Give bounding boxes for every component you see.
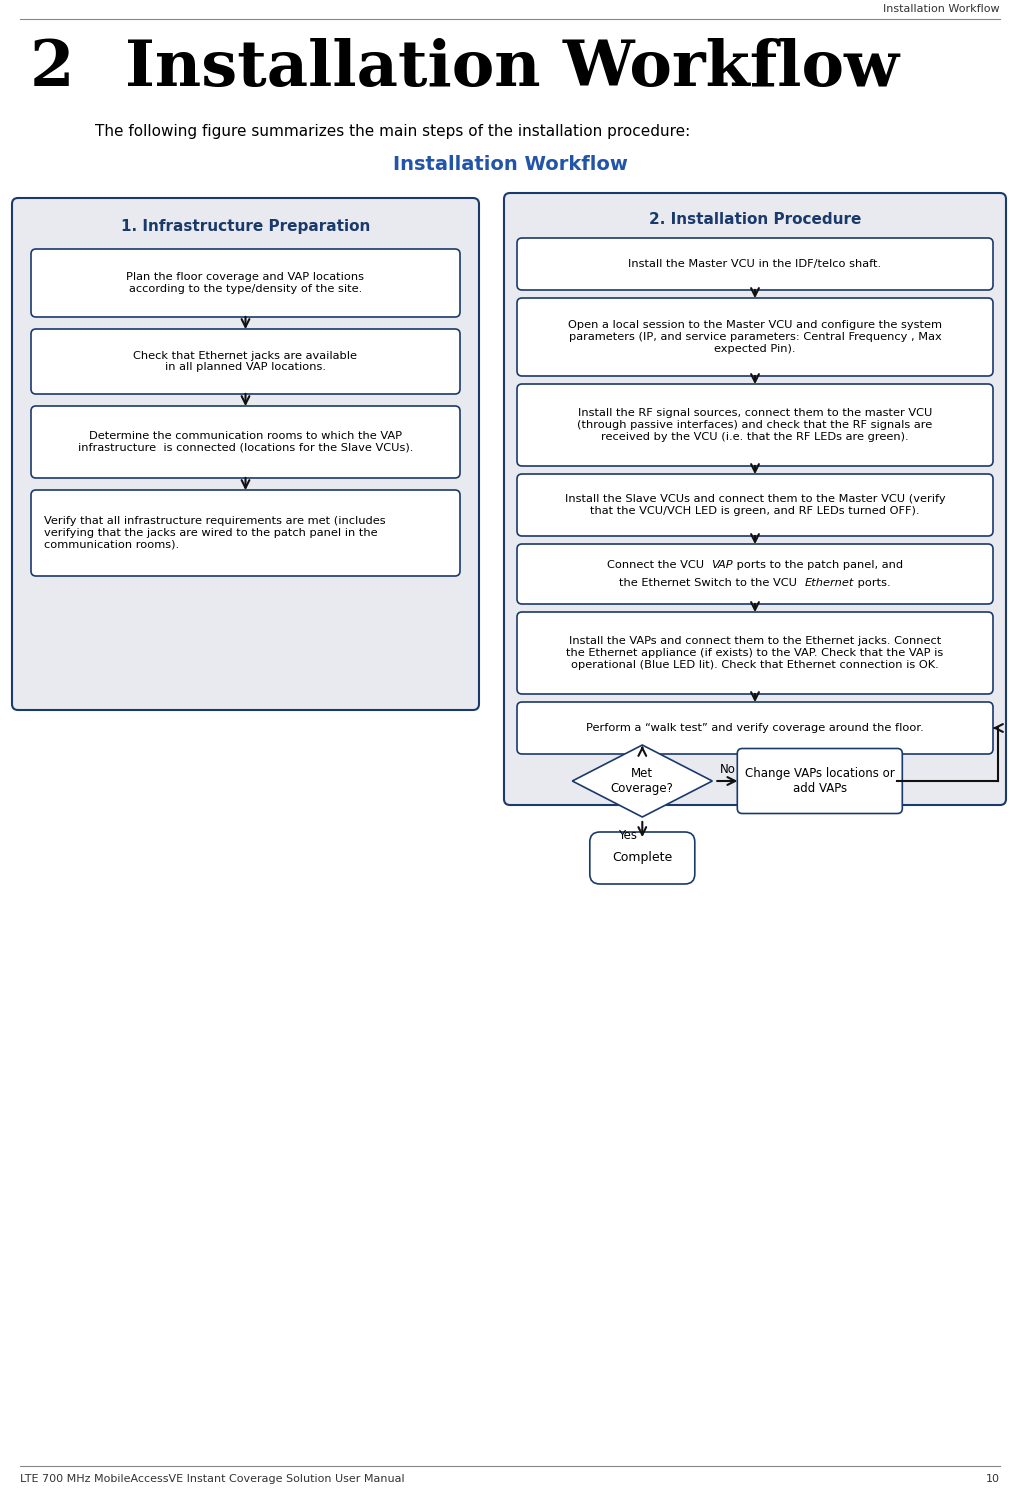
FancyBboxPatch shape bbox=[517, 544, 993, 604]
Text: Verify that all infrastructure requirements are met (includes
verifying that the: Verify that all infrastructure requireme… bbox=[44, 517, 385, 550]
Text: Install the RF signal sources, connect them to the master VCU
(through passive i: Install the RF signal sources, connect t… bbox=[578, 408, 932, 442]
Text: Determine the communication rooms to which the VAP
infrastructure  is connected : Determine the communication rooms to whi… bbox=[77, 432, 413, 453]
Text: 1. Infrastructure Preparation: 1. Infrastructure Preparation bbox=[121, 218, 370, 233]
Text: The following figure summarizes the main steps of the installation procedure:: The following figure summarizes the main… bbox=[95, 124, 690, 139]
FancyBboxPatch shape bbox=[31, 249, 460, 317]
Text: Complete: Complete bbox=[612, 852, 673, 865]
Text: Change VAPs locations or
add VAPs: Change VAPs locations or add VAPs bbox=[745, 766, 895, 795]
Text: Ethernet: Ethernet bbox=[805, 578, 854, 587]
Text: Met
Coverage?: Met Coverage? bbox=[610, 766, 674, 795]
Text: Yes: Yes bbox=[619, 829, 637, 843]
FancyBboxPatch shape bbox=[31, 490, 460, 577]
FancyBboxPatch shape bbox=[12, 199, 479, 710]
FancyBboxPatch shape bbox=[504, 193, 1006, 805]
Text: ports to the patch panel, and: ports to the patch panel, and bbox=[733, 560, 903, 571]
FancyBboxPatch shape bbox=[517, 702, 993, 754]
Text: Installation Workflow: Installation Workflow bbox=[125, 37, 899, 99]
Text: Installation Workflow: Installation Workflow bbox=[392, 155, 628, 173]
Text: ports.: ports. bbox=[854, 578, 891, 587]
Text: Connect the VCU: Connect the VCU bbox=[607, 560, 711, 571]
FancyBboxPatch shape bbox=[590, 832, 695, 884]
Text: Install the VAPs and connect them to the Ethernet jacks. Connect
the Ethernet ap: Install the VAPs and connect them to the… bbox=[567, 636, 944, 669]
Text: 2. Installation Procedure: 2. Installation Procedure bbox=[649, 212, 861, 227]
Text: 2: 2 bbox=[30, 37, 74, 99]
Text: Check that Ethernet jacks are available
in all planned VAP locations.: Check that Ethernet jacks are available … bbox=[133, 351, 358, 372]
Text: Install the Slave VCUs and connect them to the Master VCU (verify
that the VCU/V: Install the Slave VCUs and connect them … bbox=[565, 495, 946, 515]
FancyBboxPatch shape bbox=[517, 238, 993, 290]
Text: Perform a “walk test” and verify coverage around the floor.: Perform a “walk test” and verify coverag… bbox=[586, 723, 924, 734]
FancyBboxPatch shape bbox=[738, 748, 902, 814]
FancyBboxPatch shape bbox=[31, 406, 460, 478]
FancyBboxPatch shape bbox=[31, 329, 460, 394]
FancyBboxPatch shape bbox=[517, 297, 993, 376]
Text: Plan the floor coverage and VAP locations
according to the type/density of the s: Plan the floor coverage and VAP location… bbox=[126, 272, 365, 294]
FancyBboxPatch shape bbox=[517, 474, 993, 536]
Text: LTE 700 MHz MobileAccessVE Instant Coverage Solution User Manual: LTE 700 MHz MobileAccessVE Instant Cover… bbox=[20, 1475, 405, 1484]
Text: Installation Workflow: Installation Workflow bbox=[883, 4, 1000, 13]
Polygon shape bbox=[573, 746, 712, 817]
Text: Install the Master VCU in the IDF/telco shaft.: Install the Master VCU in the IDF/telco … bbox=[629, 258, 881, 269]
FancyBboxPatch shape bbox=[517, 384, 993, 466]
Text: 10: 10 bbox=[986, 1475, 1000, 1484]
Text: Open a local session to the Master VCU and configure the system
parameters (IP, : Open a local session to the Master VCU a… bbox=[568, 320, 942, 354]
Text: VAP: VAP bbox=[711, 560, 733, 571]
Text: the Ethernet Switch to the VCU: the Ethernet Switch to the VCU bbox=[620, 578, 805, 587]
Text: No: No bbox=[720, 763, 736, 775]
FancyBboxPatch shape bbox=[517, 613, 993, 695]
